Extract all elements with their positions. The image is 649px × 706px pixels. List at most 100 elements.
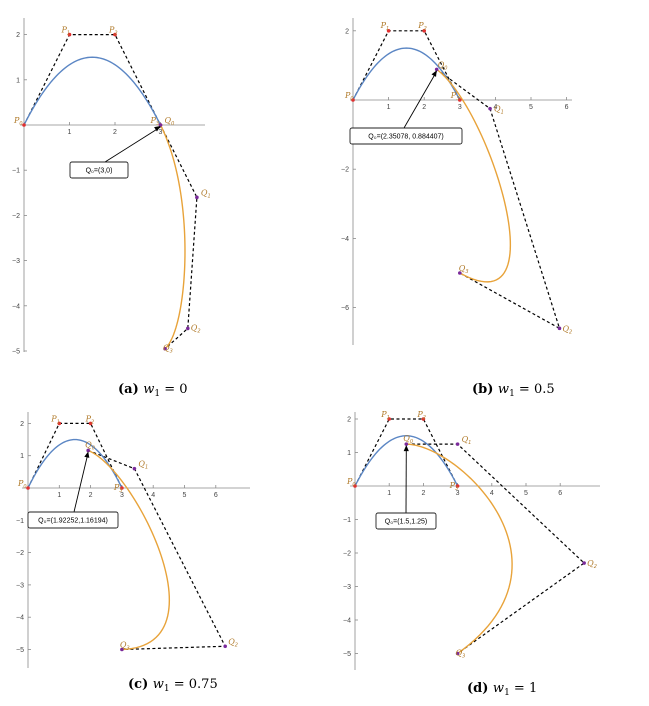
- point-label-q1: Q1: [462, 435, 472, 446]
- x-tick-label: 3: [159, 129, 163, 136]
- x-tick-label: 1: [57, 492, 61, 499]
- annotation-box: [349, 127, 463, 145]
- point-label-p0: P0: [17, 479, 27, 490]
- x-tick-label: 5: [529, 104, 533, 111]
- annotation-arrowhead: [431, 70, 437, 77]
- annotation-box: [69, 161, 129, 179]
- x-tick-label: 3: [120, 492, 124, 499]
- y-tick-label: −4: [341, 236, 349, 243]
- point-q1: [455, 442, 460, 446]
- y-tick-label: −3: [343, 584, 351, 591]
- point-label-p3: P3: [450, 91, 460, 102]
- point-label-p2: P2: [416, 410, 426, 421]
- control-polygon-q: [87, 449, 227, 651]
- y-tick-label: −1: [16, 518, 24, 525]
- control-polygon-q: [406, 443, 586, 654]
- point-p1: [387, 417, 392, 421]
- series-line-p: [352, 47, 461, 101]
- series-line-q: [406, 443, 513, 655]
- control-polygon-q: [159, 124, 198, 350]
- point-label-q3: Q3: [459, 264, 469, 275]
- point-p2: [421, 417, 426, 421]
- point-label-p1: P1: [50, 414, 60, 425]
- point-q2: [557, 326, 562, 331]
- x-tick-label: 5: [524, 490, 528, 497]
- x-tick-label: 4: [490, 490, 494, 497]
- y-tick-label: −2: [343, 551, 351, 558]
- y-tick-label: 2: [345, 28, 349, 35]
- panel-b: 1 2 3 4 5 6 2 −2 −4 −6 P0 P1 P2 P3 Q0 Q1 Q2 Q3 Q₀=(2.35078…: [341, 18, 572, 399]
- annotation-label: Q₀=(1.5,1.25): [385, 519, 427, 526]
- point-label-p0: P0: [346, 477, 356, 488]
- x-tick-label: 3: [456, 490, 460, 497]
- point-label-q0: Q0: [438, 60, 448, 71]
- point-p3: [458, 98, 462, 102]
- y-tick-label: −5: [343, 651, 351, 658]
- panel-c: 1 2 3 4 5 6 2 1 −1 −2 −3 −4 −5 P0 P1 P2 P3 Q0 Q1 Q2 Q3 Q₀=(1.…: [16, 412, 250, 694]
- point-label-p1: P1: [61, 26, 71, 37]
- point-q0: [158, 123, 163, 127]
- x-tick-label: 6: [558, 490, 562, 497]
- point-q2: [582, 561, 586, 565]
- series-line-p: [23, 56, 162, 126]
- x-tick-label: 3: [458, 104, 462, 111]
- x-tick-label: 2: [421, 490, 425, 497]
- point-q1: [488, 106, 492, 111]
- point-q2: [223, 644, 227, 649]
- point-p0: [26, 486, 30, 490]
- point-q0: [434, 67, 439, 72]
- point-p1: [57, 421, 62, 426]
- point-p1: [386, 29, 391, 33]
- panel-caption: (a) w1 = 0: [118, 382, 188, 399]
- point-p3: [455, 484, 460, 488]
- annotation-arrow: [104, 126, 161, 163]
- panel-caption: (c) w1 = 0.75: [128, 677, 218, 694]
- y-tick-label: 2: [16, 32, 20, 39]
- point-label-p0: P0: [344, 91, 354, 102]
- x-tick-label: 2: [422, 104, 426, 111]
- point-p0: [22, 123, 26, 127]
- annotation-arrow: [403, 71, 438, 129]
- y-tick-label: −2: [16, 550, 24, 557]
- point-label-p1: P1: [380, 21, 390, 32]
- point-label-p2: P2: [108, 26, 118, 37]
- annotation-arrowhead: [84, 451, 90, 458]
- x-tick-label: 4: [151, 492, 155, 499]
- x-tick-label: 1: [387, 490, 391, 497]
- point-label-q2: Q2: [191, 323, 201, 334]
- series-line-p: [354, 435, 459, 487]
- y-tick-label: −2: [12, 213, 20, 220]
- point-q3: [455, 651, 460, 656]
- point-p2: [422, 29, 427, 33]
- annotation-box: [27, 511, 119, 529]
- point-label-q0: Q0: [165, 116, 175, 127]
- y-tick-label: 1: [16, 77, 20, 84]
- y-tick-label: 2: [347, 417, 351, 424]
- point-label-q1: Q1: [494, 105, 504, 116]
- control-polygon-p: [23, 33, 162, 126]
- x-tick-label: 5: [183, 492, 187, 499]
- y-tick-label: −4: [16, 615, 24, 622]
- point-label-p3: P3: [449, 481, 459, 492]
- x-tick-label: 1: [387, 104, 391, 111]
- x-tick-label: 2: [113, 129, 117, 136]
- point-label-q1: Q1: [138, 460, 148, 471]
- point-label-q3: Q3: [120, 641, 130, 652]
- point-q1: [132, 466, 137, 471]
- point-q0: [86, 448, 90, 453]
- point-p2: [88, 421, 93, 426]
- y-tick-label: −3: [16, 582, 24, 589]
- x-tick-label: 6: [565, 104, 569, 111]
- series-line-p: [27, 438, 123, 489]
- point-q3: [120, 647, 124, 652]
- point-label-q0: Q0: [403, 434, 413, 445]
- y-tick-label: −5: [16, 647, 24, 654]
- panel-caption: (d) w1 = 1: [467, 681, 537, 698]
- annotation-arrowhead: [403, 445, 409, 452]
- point-q1: [195, 195, 199, 200]
- series-line-q: [87, 449, 171, 651]
- point-label-q1: Q1: [201, 188, 211, 199]
- annotation-box: [375, 512, 437, 530]
- annotation-label: Q₀=(1.92252,1.16194): [38, 518, 108, 525]
